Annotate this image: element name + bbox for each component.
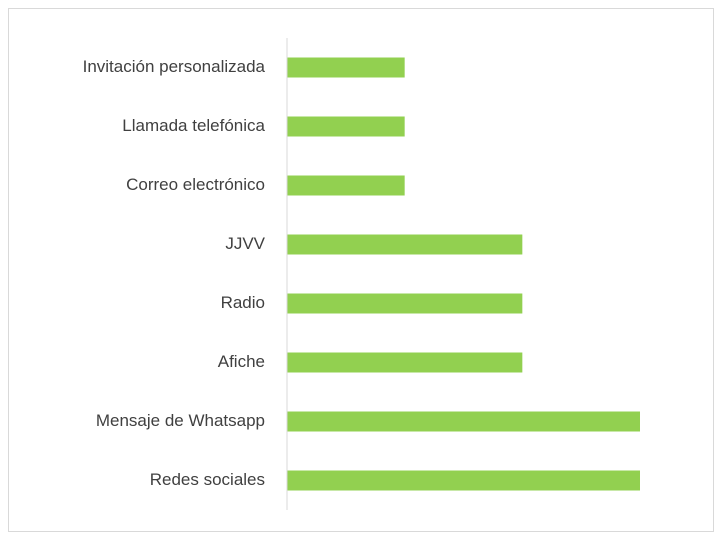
bar (287, 116, 405, 137)
y-tick-label: JJVV (225, 234, 265, 253)
bar (287, 175, 405, 196)
y-tick-label: Redes sociales (150, 470, 265, 489)
y-tick-label: Llamada telefónica (122, 116, 265, 135)
y-tick-label: Radio (221, 293, 265, 312)
y-tick-label: Correo electrónico (126, 175, 265, 194)
chart-border (8, 8, 714, 532)
bar (287, 352, 523, 373)
y-tick-label: Mensaje de Whatsapp (96, 411, 265, 430)
bar (287, 411, 640, 432)
y-tick-label: Invitación personalizada (83, 57, 266, 76)
bar (287, 57, 405, 78)
y-tick-label: Afiche (218, 352, 265, 371)
bar (287, 470, 640, 491)
bar (287, 293, 523, 314)
bar (287, 234, 523, 255)
